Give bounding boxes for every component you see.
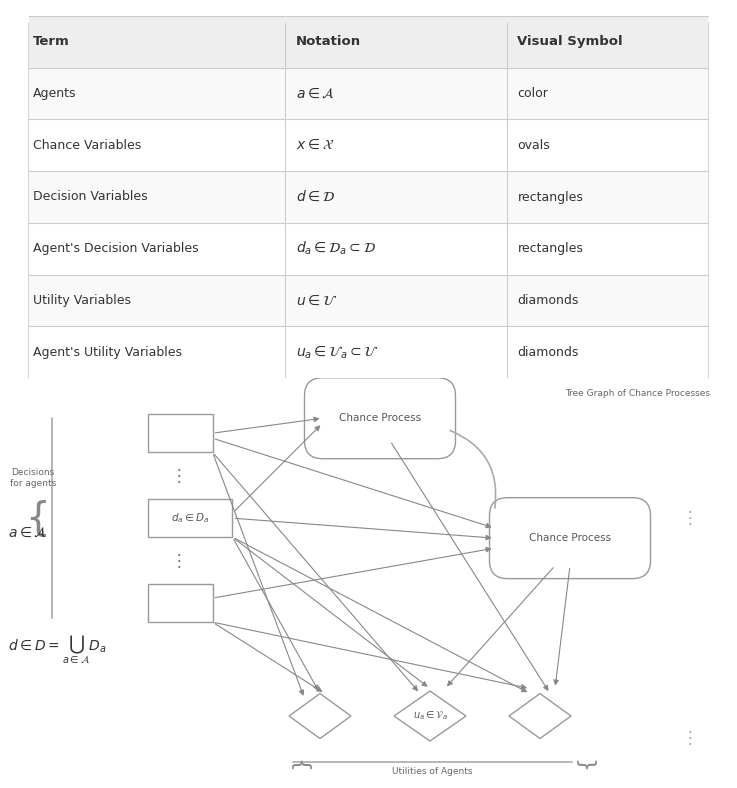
Text: $d_a \in \mathcal{D}_a \subset \mathcal{D}$: $d_a \in \mathcal{D}_a \subset \mathcal{… (296, 240, 376, 258)
Text: $u \in \mathcal{U}$: $u \in \mathcal{U}$ (296, 294, 338, 307)
FancyBboxPatch shape (29, 171, 708, 223)
Text: $u_a \in \mathcal{U}_a \subset \mathcal{U}$: $u_a \in \mathcal{U}_a \subset \mathcal{… (296, 344, 378, 361)
FancyBboxPatch shape (29, 326, 708, 378)
Text: ⋮: ⋮ (171, 552, 187, 571)
Text: rectangles: rectangles (517, 191, 583, 203)
Text: Chance Process: Chance Process (529, 533, 611, 543)
FancyBboxPatch shape (29, 16, 708, 68)
FancyBboxPatch shape (489, 498, 651, 578)
Text: Decision Variables: Decision Variables (32, 191, 147, 203)
Text: $d \in D = \bigcup_{a \in \mathcal{A}} D_a$: $d \in D = \bigcup_{a \in \mathcal{A}} D… (8, 634, 107, 666)
Text: Chance Variables: Chance Variables (32, 139, 141, 152)
Polygon shape (289, 693, 351, 738)
Text: ⋮: ⋮ (682, 509, 699, 527)
Text: diamonds: diamonds (517, 346, 579, 359)
Text: Term: Term (32, 35, 69, 48)
FancyBboxPatch shape (29, 275, 708, 326)
Text: Chance Process: Chance Process (339, 413, 421, 423)
Text: $d_a \in D_a$: $d_a \in D_a$ (171, 511, 209, 525)
Text: diamonds: diamonds (517, 294, 579, 307)
Text: ovals: ovals (517, 139, 551, 152)
Text: Utility Variables: Utility Variables (32, 294, 130, 307)
Text: $x \in \mathcal{X}$: $x \in \mathcal{X}$ (296, 138, 334, 152)
Text: ⋮: ⋮ (682, 729, 699, 747)
Text: {: { (575, 755, 595, 769)
Polygon shape (509, 693, 571, 738)
Text: Utilities of Agents: Utilities of Agents (392, 767, 472, 776)
Text: $a \in \mathcal{A}$: $a \in \mathcal{A}$ (8, 526, 47, 540)
Text: Tree Graph of Chance Processes: Tree Graph of Chance Processes (565, 388, 710, 398)
Text: }: } (290, 755, 310, 769)
Text: Agent's Decision Variables: Agent's Decision Variables (32, 242, 198, 255)
Text: $d \in \mathcal{D}$: $d \in \mathcal{D}$ (296, 190, 335, 204)
FancyBboxPatch shape (304, 377, 455, 459)
FancyBboxPatch shape (29, 223, 708, 275)
Text: Agents: Agents (32, 87, 76, 100)
FancyBboxPatch shape (147, 499, 232, 537)
FancyBboxPatch shape (147, 414, 212, 452)
Text: Agent's Utility Variables: Agent's Utility Variables (32, 346, 181, 359)
Text: $a \in \mathcal{A}$: $a \in \mathcal{A}$ (296, 87, 335, 100)
Text: $u_a \in \mathcal{V}_a$: $u_a \in \mathcal{V}_a$ (413, 710, 447, 723)
Text: Visual Symbol: Visual Symbol (517, 35, 623, 48)
Text: ⋮: ⋮ (171, 467, 187, 485)
FancyBboxPatch shape (29, 23, 708, 378)
FancyBboxPatch shape (147, 584, 212, 622)
Text: Notation: Notation (296, 35, 361, 48)
Text: {: { (25, 499, 50, 537)
Text: Decisions
for agents: Decisions for agents (10, 469, 56, 488)
Text: rectangles: rectangles (517, 242, 583, 255)
Text: color: color (517, 87, 548, 100)
FancyBboxPatch shape (29, 119, 708, 171)
FancyBboxPatch shape (29, 68, 708, 119)
Polygon shape (394, 691, 466, 741)
